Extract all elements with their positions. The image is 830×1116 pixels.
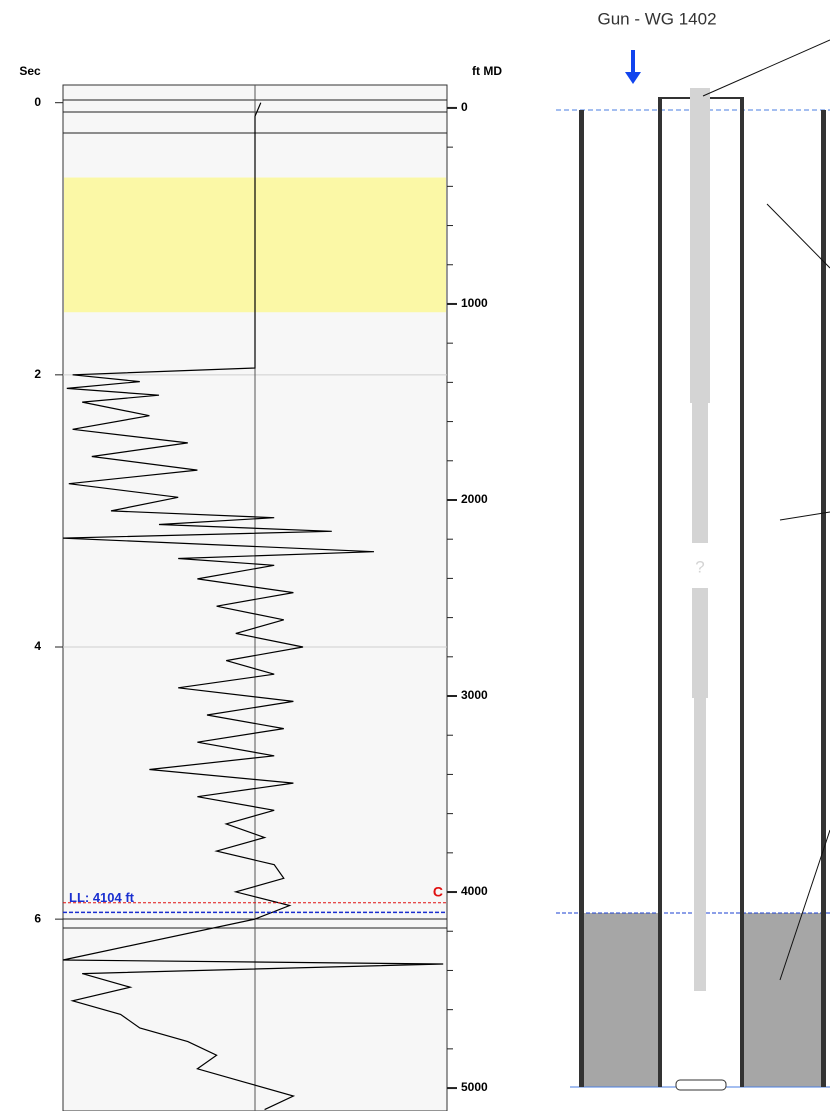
callout [702, 39, 830, 97]
callout [779, 511, 830, 521]
callout [766, 203, 830, 269]
gun-label: Gun - WG 1402 [597, 9, 716, 28]
collar-marker: C [433, 884, 443, 900]
trace [62, 102, 444, 1111]
wellbore: Gun - WG 1402 ? [556, 9, 830, 1091]
right-tick-label: 1000 [461, 296, 488, 310]
right-tick-label: 5000 [461, 1080, 488, 1094]
right-tick-label: 0 [461, 100, 468, 114]
right-axis-label: ft MD [472, 64, 502, 78]
left-tick-label: 6 [34, 911, 41, 925]
casing-wall [579, 110, 584, 1087]
tubing-wall [658, 98, 662, 1087]
left-tick-label: 4 [34, 639, 41, 653]
rod [692, 403, 708, 543]
arrow-head [625, 72, 641, 84]
casing-wall [821, 110, 826, 1087]
left-tick-label: 0 [34, 95, 41, 109]
liquid-level-label: LL: 4104 ft [69, 890, 135, 905]
callout [779, 829, 830, 981]
rod [690, 88, 710, 403]
right-tick-label: 3000 [461, 688, 488, 702]
tubing-end [675, 1079, 727, 1091]
rod [694, 698, 706, 991]
left-axis-label: Sec [19, 64, 41, 78]
rod [692, 588, 708, 698]
right-tick-label: 4000 [461, 884, 488, 898]
unknown-label: ? [695, 557, 704, 576]
tubing-wall [740, 98, 744, 1087]
left-tick-label: 2 [34, 367, 41, 381]
right-tick-label: 2000 [461, 492, 488, 506]
